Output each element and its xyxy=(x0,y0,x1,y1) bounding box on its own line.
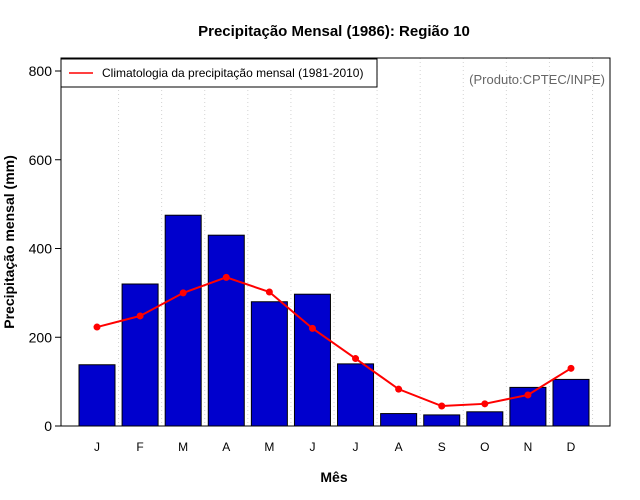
climatology-point xyxy=(93,323,101,331)
climatology-point xyxy=(352,355,360,363)
y-axis-title: Precipitação mensal (mm) xyxy=(1,155,17,329)
plot-frame xyxy=(60,57,611,427)
legend-label: Climatologia da precipitação mensal (198… xyxy=(102,66,363,80)
y-axis: 0 200 400 600 800 xyxy=(29,63,61,434)
bar-O xyxy=(466,411,504,427)
x-tick-label: J xyxy=(94,440,100,454)
climatology-point xyxy=(481,400,489,408)
climatology-polyline xyxy=(96,276,572,408)
legend-box xyxy=(60,58,378,88)
climatology-line xyxy=(93,273,575,410)
x-tick-label: M xyxy=(178,440,188,454)
source-note: (Produto:CPTEC/INPE) xyxy=(469,72,605,87)
climatology-point xyxy=(524,391,532,399)
bar-D xyxy=(552,378,590,427)
grid xyxy=(118,58,594,426)
bar-J xyxy=(78,364,116,427)
y-tick-label: 600 xyxy=(29,152,53,168)
x-tick-label: O xyxy=(480,440,489,454)
climatology-point xyxy=(308,324,316,332)
x-tick-label: F xyxy=(136,440,143,454)
legend: Climatologia da precipitação mensal (198… xyxy=(60,58,378,88)
x-tick-label: A xyxy=(222,440,230,454)
bar-A xyxy=(380,413,418,427)
bar-F xyxy=(121,283,159,427)
x-axis-title: Mês xyxy=(320,469,347,485)
x-tick-label: A xyxy=(395,440,403,454)
chart-title: Precipitação Mensal (1986): Região 10 xyxy=(198,23,470,40)
bar-A xyxy=(207,234,245,427)
bar-S xyxy=(423,414,461,427)
x-tick-label: D xyxy=(567,440,576,454)
x-tick-label: J xyxy=(309,440,315,454)
climatology-point xyxy=(395,385,403,393)
x-tick-label: J xyxy=(353,440,359,454)
bar-J xyxy=(337,363,375,427)
y-tick-label: 0 xyxy=(44,418,52,434)
bar-M xyxy=(250,301,288,427)
climatology-point xyxy=(179,289,187,297)
x-tick-label: M xyxy=(264,440,274,454)
climatology-point xyxy=(438,402,446,410)
climatology-point xyxy=(265,288,273,296)
y-tick-label: 800 xyxy=(29,63,53,79)
x-tick-label: S xyxy=(438,440,446,454)
y-tick-label: 200 xyxy=(29,329,53,345)
climatology-point xyxy=(136,312,144,320)
climatology-point xyxy=(222,273,230,281)
x-tick-label: N xyxy=(524,440,533,454)
climatology-point xyxy=(567,364,575,372)
y-tick-label: 400 xyxy=(29,241,53,257)
bar-M xyxy=(164,214,202,427)
bar-J xyxy=(293,293,331,427)
